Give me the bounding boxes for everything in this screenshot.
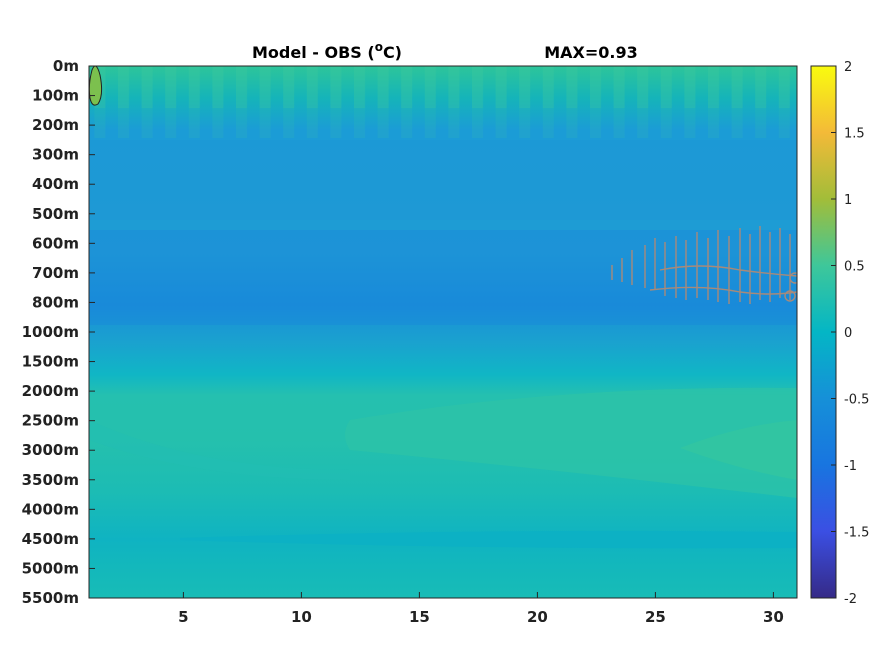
x-tick-label: 20 xyxy=(527,608,548,626)
colorbar-tick-label: -2 xyxy=(844,592,857,607)
deep-warm-lens xyxy=(345,387,797,498)
heatmap-background xyxy=(89,66,797,598)
y-tick-label: 4000m xyxy=(22,500,79,518)
chart-title: Model - OBS (oC) xyxy=(252,40,402,62)
y-tick-label: 5500m xyxy=(22,589,79,607)
surface-stripes xyxy=(89,66,797,108)
colorbar-tick-label: 0 xyxy=(844,326,852,341)
x-tick-label: 5 xyxy=(178,608,188,626)
y-tick-label: 4500m xyxy=(22,530,79,548)
y-tick-label: 2500m xyxy=(22,412,79,430)
colorbar-tick-label: 0.5 xyxy=(844,260,865,275)
subsurface-stripes xyxy=(89,108,797,138)
y-axis: 0m 100m 200m 300m 400m 500m 600m 700m 800m 1000m 1… xyxy=(22,57,95,607)
max-label: MAX=0.93 xyxy=(544,43,638,62)
y-tick-label: 2000m xyxy=(22,382,79,400)
contour-negative-cluster xyxy=(611,226,797,304)
x-tick-label: 15 xyxy=(409,608,430,626)
colorbar-tick-label: -1.5 xyxy=(844,526,869,541)
colorbar-tick-label: 1.5 xyxy=(844,127,865,142)
y-tick-label: 400m xyxy=(32,175,79,193)
heatmap-field xyxy=(89,66,797,598)
x-tick-label: 25 xyxy=(645,608,666,626)
y-tick-label: 200m xyxy=(32,116,79,134)
x-tick-label: 30 xyxy=(763,608,784,626)
y-tick-label: 1000m xyxy=(22,323,79,341)
y-tick-label: 700m xyxy=(32,264,79,282)
y-tick-label: 600m xyxy=(32,234,79,252)
y-tick-label: 5000m xyxy=(22,559,79,577)
deep-warm-core xyxy=(680,420,797,480)
y-tick-label: 0m xyxy=(53,57,79,75)
y-tick-label: 3500m xyxy=(22,471,79,489)
colorbar-tick-label: 2 xyxy=(844,60,852,75)
mid-depth-band xyxy=(89,230,797,325)
y-tick-label: 3000m xyxy=(22,441,79,459)
y-tick-label: 300m xyxy=(32,146,79,164)
colorbar-tick-label: -0.5 xyxy=(844,393,869,408)
x-axis: 5 10 15 20 25 30 xyxy=(178,592,784,626)
abyss-cool-band xyxy=(180,530,797,549)
upper-band xyxy=(89,140,797,220)
y-tick-label: 1500m xyxy=(22,353,79,371)
y-tick-label: 500m xyxy=(32,205,79,223)
colorbar-tick-label: -1 xyxy=(844,459,857,474)
y-tick-label: 100m xyxy=(32,87,79,105)
colorbar-ticks: 2 1.5 1 0.5 0 -0.5 -1 -1.5 -2 xyxy=(831,60,869,607)
colorbar-tick-label: 1 xyxy=(844,193,852,208)
x-tick-label: 10 xyxy=(291,608,312,626)
y-tick-label: 800m xyxy=(32,293,79,311)
deep-transition xyxy=(89,420,350,480)
